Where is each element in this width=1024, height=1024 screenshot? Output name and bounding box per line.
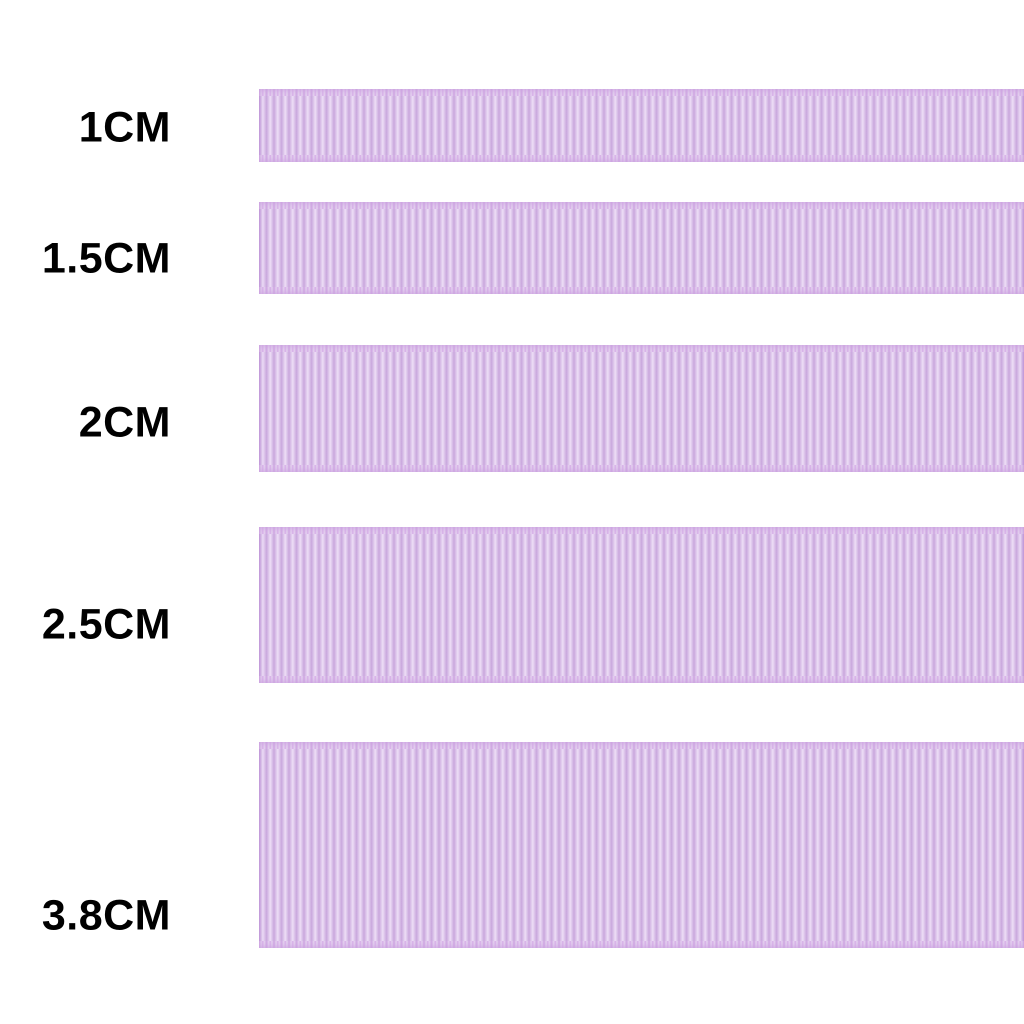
ribbon-swatch-2cm <box>259 345 1024 472</box>
ribbon-swatch-1-5cm <box>259 202 1024 294</box>
ribbon-width-label-1-5cm: 1.5CM <box>41 234 171 283</box>
ribbon-width-label-3-8cm: 3.8CM <box>41 891 171 940</box>
ribbon-width-label-2-5cm: 2.5CM <box>41 600 171 649</box>
ribbon-width-label-2cm: 2CM <box>78 398 171 447</box>
ribbon-swatch-3-8cm <box>259 742 1024 948</box>
ribbon-swatch-1cm <box>259 89 1024 162</box>
ribbon-width-label-1cm: 1CM <box>78 103 171 152</box>
ribbon-swatch-2-5cm <box>259 527 1024 683</box>
